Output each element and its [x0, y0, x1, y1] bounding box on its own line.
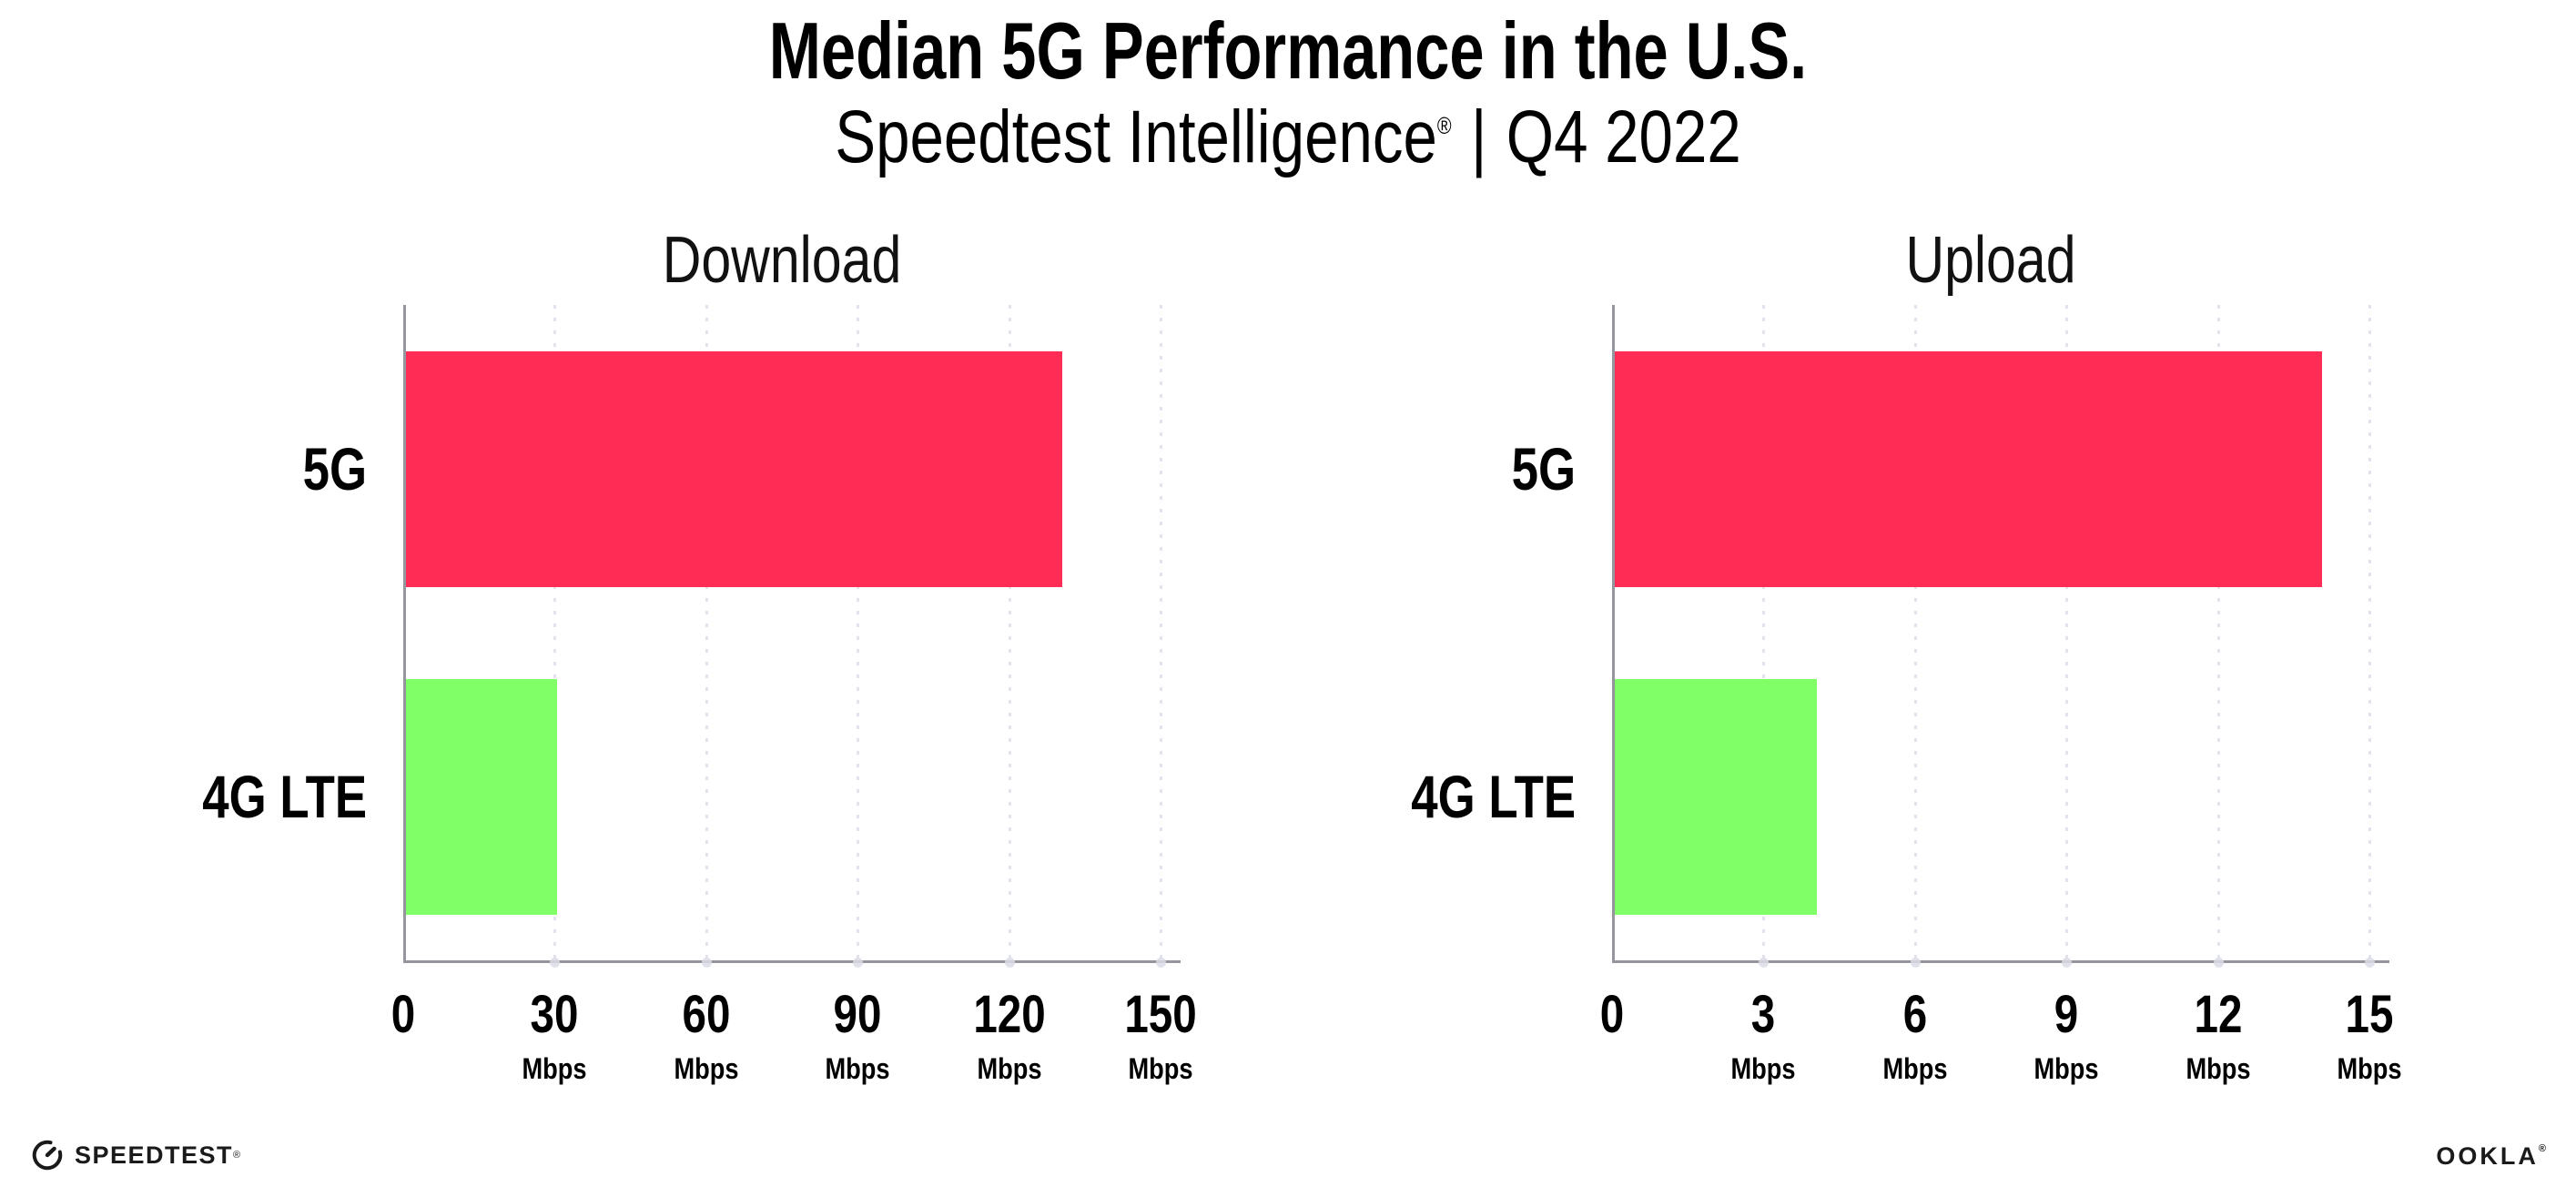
gridline — [1910, 305, 1921, 968]
upload-chart-panel: Upload 0 3 Mbps 6 Mbps 9 Mbps 12 Mbps 15 Mbps 5G 4G L… — [1300, 228, 2465, 1147]
x-tick-unit: Mbps — [1730, 1052, 1796, 1085]
registered-mark-icon: ® — [1436, 112, 1452, 139]
subtitle-separator: | — [1470, 96, 1487, 178]
plot-area-download — [403, 305, 1181, 968]
gridline — [1156, 305, 1166, 968]
chart-title-upload: Upload — [1905, 224, 2076, 297]
x-tick-unit: Mbps — [522, 1052, 587, 1085]
x-tick-value: 0 — [1599, 985, 1625, 1044]
gridline — [853, 305, 864, 968]
x-tick-label: 12 Mbps — [2100, 985, 2337, 1085]
speedtest-gauge-icon — [32, 1140, 63, 1171]
x-tick-unit: Mbps — [1128, 1052, 1193, 1085]
x-tick-unit: Mbps — [2337, 1052, 2402, 1085]
subtitle-period: Q4 2022 — [1506, 96, 1741, 178]
category-label-4g-lte: 4G LTE — [94, 760, 367, 833]
x-tick-label: 6 Mbps — [1797, 985, 2033, 1085]
gridline — [1759, 305, 1770, 968]
x-tick-value: 3 — [1751, 985, 1776, 1044]
plot-area-upload — [1612, 305, 2389, 968]
page-title: Median 5G Performance in the U.S. — [768, 5, 1808, 96]
x-tick-unit: Mbps — [2033, 1052, 2099, 1085]
x-tick-unit: Mbps — [825, 1052, 890, 1085]
x-tick-label: 0 — [1494, 988, 1730, 1042]
ookla-logo: OOKLA® — [2436, 1138, 2546, 1174]
download-chart-panel: Download 0 30 Mbps 60 Mbps 90 Mbps 120 Mbps 150 Mbp… — [91, 228, 1256, 1147]
y-axis-line — [1612, 305, 1615, 960]
category-label-text: 5G — [1511, 435, 1576, 502]
x-tick-value: 90 — [833, 985, 882, 1044]
gridline — [550, 305, 561, 968]
download-bar-4g-lte — [406, 678, 558, 915]
x-tick-label: 15 Mbps — [2251, 985, 2488, 1085]
gridline — [2365, 305, 2375, 968]
category-label-text: 4G LTE — [1411, 763, 1576, 830]
x-tick-label: 30 Mbps — [436, 985, 673, 1085]
x-tick-label: 3 Mbps — [1645, 985, 1881, 1085]
x-tick-value: 30 — [530, 985, 579, 1044]
ookla-logo-text: OOKLA — [2436, 1142, 2539, 1170]
download-bar-5g — [406, 350, 1063, 587]
x-tick-value: 120 — [972, 985, 1046, 1044]
category-label-text: 5G — [302, 435, 367, 502]
x-tick-unit: Mbps — [1882, 1052, 1948, 1085]
y-axis-line — [403, 305, 406, 960]
x-tick-label: 90 Mbps — [739, 985, 976, 1085]
x-tick-unit: Mbps — [2186, 1052, 2251, 1085]
gridline — [701, 305, 712, 968]
x-tick-unit: Mbps — [977, 1052, 1042, 1085]
speedtest-trademark-icon: ® — [233, 1150, 241, 1161]
x-tick-value: 9 — [2054, 985, 2079, 1044]
x-tick-label: 120 Mbps — [891, 985, 1128, 1085]
x-tick-label: 150 Mbps — [1042, 985, 1279, 1085]
x-tick-label: 0 — [285, 988, 522, 1042]
x-axis-line — [403, 960, 1181, 963]
x-tick-label: 60 Mbps — [588, 985, 825, 1085]
gridline — [1004, 305, 1015, 968]
x-tick-value: 15 — [2345, 985, 2394, 1044]
speedtest-logo: SPEEDTEST ® — [30, 1135, 240, 1175]
x-tick-label: 9 Mbps — [1948, 985, 2185, 1085]
gridline — [2062, 305, 2073, 968]
subtitle-brand: Speedtest Intelligence — [835, 96, 1437, 178]
x-tick-value: 12 — [2194, 985, 2243, 1044]
category-label-4g-lte: 4G LTE — [1303, 760, 1576, 833]
x-tick-value: 6 — [1902, 985, 1928, 1044]
chart-title-download: Download — [662, 224, 902, 297]
category-label-text: 4G LTE — [202, 763, 367, 830]
upload-bar-5g — [1615, 350, 2322, 587]
x-tick-unit: Mbps — [674, 1052, 739, 1085]
upload-bar-4g-lte — [1615, 678, 1817, 915]
x-tick-value: 150 — [1124, 985, 1197, 1044]
x-tick-value: 0 — [390, 985, 416, 1044]
category-label-5g: 5G — [94, 432, 367, 505]
x-axis-line — [1612, 960, 2389, 963]
gridline — [2213, 305, 2224, 968]
page-subtitle: Speedtest Intelligence® | Q4 2022 — [232, 94, 2345, 180]
category-label-5g: 5G — [1303, 432, 1576, 505]
speedtest-logo-text: SPEEDTEST — [75, 1141, 234, 1169]
x-tick-value: 60 — [682, 985, 731, 1044]
ookla-trademark-icon: ® — [2538, 1143, 2546, 1154]
